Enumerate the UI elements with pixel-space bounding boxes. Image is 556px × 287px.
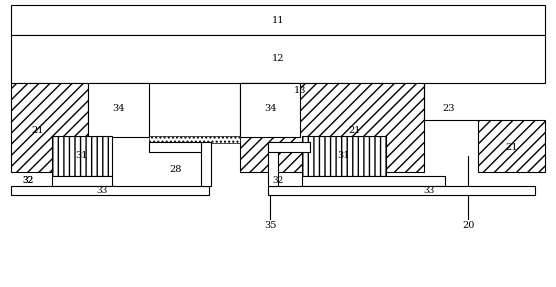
- Bar: [11, 5, 545, 35]
- Text: 32: 32: [23, 176, 34, 185]
- Text: 31: 31: [76, 151, 88, 160]
- Bar: [268, 186, 535, 195]
- Bar: [302, 176, 445, 186]
- Bar: [11, 83, 88, 172]
- Bar: [201, 142, 211, 186]
- Text: 23: 23: [442, 104, 455, 113]
- Bar: [240, 83, 424, 172]
- Bar: [302, 136, 386, 176]
- Text: 20: 20: [462, 221, 474, 230]
- Text: 28: 28: [170, 165, 182, 174]
- Bar: [478, 120, 545, 172]
- Text: 33: 33: [96, 186, 107, 195]
- Text: 32: 32: [23, 176, 34, 185]
- Text: 31: 31: [337, 151, 350, 160]
- Bar: [11, 186, 208, 195]
- Bar: [88, 83, 149, 137]
- Text: 34: 34: [264, 104, 276, 113]
- Text: 21: 21: [505, 144, 518, 152]
- Bar: [268, 142, 310, 152]
- Text: 21: 21: [348, 126, 360, 135]
- Text: 35: 35: [264, 221, 276, 230]
- Bar: [240, 83, 300, 137]
- Bar: [52, 136, 112, 176]
- Bar: [11, 35, 545, 83]
- Bar: [149, 136, 240, 143]
- Text: 33: 33: [423, 186, 434, 195]
- Bar: [149, 142, 201, 152]
- Text: 11: 11: [272, 16, 284, 25]
- Text: 12: 12: [272, 54, 284, 63]
- Text: 13: 13: [294, 86, 306, 95]
- Text: 34: 34: [112, 104, 125, 113]
- Text: 32: 32: [272, 176, 284, 185]
- Bar: [268, 142, 278, 186]
- Bar: [52, 176, 112, 186]
- Text: 21: 21: [31, 126, 43, 135]
